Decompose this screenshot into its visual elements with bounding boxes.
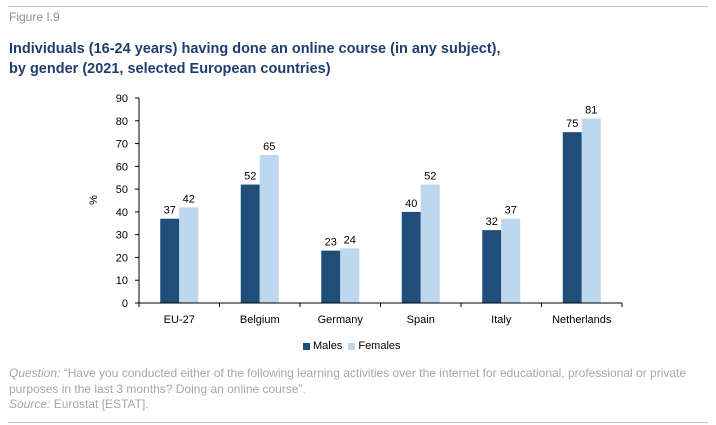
- source-text: Eurostat [ESTAT].: [50, 397, 149, 411]
- data-label: 81: [585, 105, 597, 117]
- bar-females: [179, 207, 199, 303]
- y-tick-label: 40: [116, 207, 128, 219]
- bar-chart: 37 42 EU-27 52 65 Belgium 23 24 Germany 40 52 Spain…: [88, 93, 623, 326]
- x-tick-label: Germany: [318, 314, 364, 326]
- question-note: Question: “Have you conducted either of …: [9, 366, 709, 397]
- source-label: Source:: [9, 397, 51, 411]
- legend-item-females: Females: [348, 340, 401, 352]
- x-tick-label: EU-27: [164, 314, 195, 326]
- source-note: Source: Eurostat [ESTAT].: [9, 397, 709, 413]
- legend: Males Females: [303, 340, 407, 352]
- data-label: 40: [405, 198, 417, 210]
- bar-females: [501, 218, 521, 303]
- question-text: “Have you conducted either of the follow…: [9, 366, 687, 396]
- bar-males: [482, 230, 502, 303]
- y-tick-label: 10: [116, 275, 128, 287]
- data-label: 52: [424, 171, 436, 183]
- legend-swatch-males: [303, 342, 310, 350]
- data-label: 52: [244, 171, 256, 183]
- x-tick-label: Italy: [491, 314, 512, 326]
- y-tick-label: 50: [116, 184, 128, 196]
- y-tick-label: 80: [116, 116, 128, 128]
- data-label: 37: [505, 205, 517, 217]
- data-label: 75: [566, 118, 578, 130]
- bar-males: [401, 211, 421, 303]
- legend-swatch-females: [348, 342, 356, 350]
- bar-males: [160, 218, 180, 303]
- top-rule: [8, 6, 708, 7]
- chart-notes: Question: “Have you conducted either of …: [9, 366, 709, 413]
- y-axis-label: %: [88, 195, 100, 205]
- legend-label-females: Females: [358, 340, 401, 352]
- bar-females: [420, 184, 440, 303]
- question-label: Question:: [9, 366, 61, 380]
- data-label: 24: [344, 234, 356, 246]
- data-label: 42: [183, 193, 195, 205]
- data-label: 32: [486, 216, 498, 228]
- bar-males: [321, 250, 341, 303]
- y-tick-label: 70: [116, 139, 128, 151]
- legend-item-males: Males: [303, 340, 342, 352]
- figure-label: Figure I.9: [9, 10, 60, 24]
- data-label: 65: [263, 141, 275, 153]
- y-tick-label: 30: [116, 230, 128, 242]
- x-tick-label: Belgium: [240, 314, 280, 326]
- bar-females: [340, 248, 360, 303]
- y-tick-label: 0: [122, 298, 128, 310]
- chart-title: Individuals (16-24 years) having done an…: [9, 39, 609, 79]
- data-label: 37: [164, 205, 176, 217]
- x-tick-label: Netherlands: [552, 314, 612, 326]
- bar-females: [581, 118, 601, 303]
- y-tick-label: 90: [116, 93, 128, 105]
- y-tick-label: 60: [116, 161, 128, 173]
- y-tick-label: 20: [116, 252, 128, 264]
- bar-males: [562, 132, 582, 303]
- bar-females: [259, 154, 279, 303]
- title-line-2: by gender (2021, selected European count…: [9, 61, 331, 77]
- x-tick-label: Spain: [407, 314, 435, 326]
- bar-males: [240, 184, 260, 303]
- bottom-rule: [8, 422, 708, 423]
- title-line-1: Individuals (16-24 years) having done an…: [9, 41, 501, 57]
- legend-label-males: Males: [313, 340, 343, 352]
- data-label: 23: [325, 237, 337, 249]
